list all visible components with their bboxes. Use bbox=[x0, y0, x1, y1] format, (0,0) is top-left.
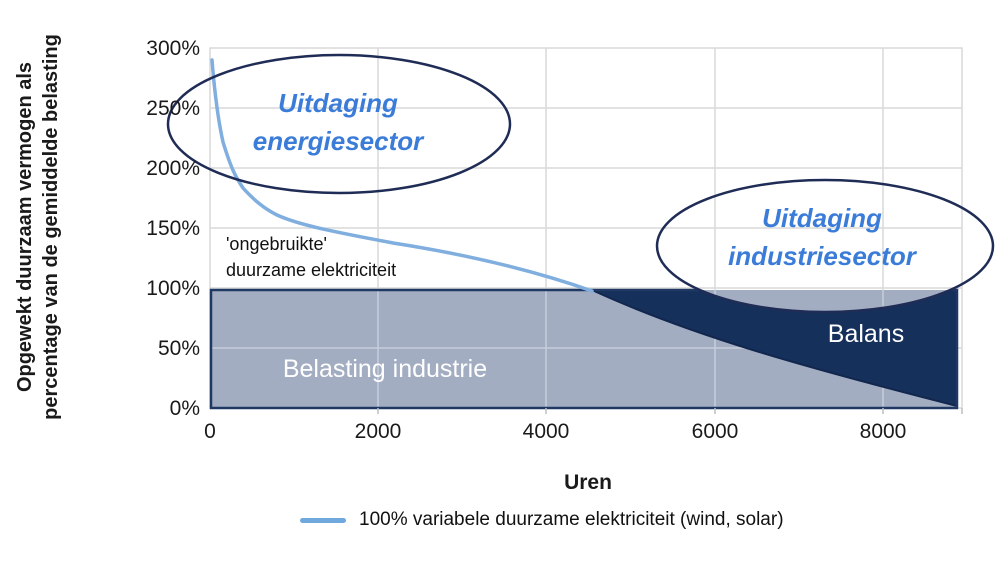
y-tick-300: 300% bbox=[146, 37, 200, 60]
x-axis-title: Uren bbox=[564, 471, 612, 494]
x-tick-6000: 6000 bbox=[691, 420, 739, 443]
y-tick-150: 150% bbox=[146, 217, 200, 240]
y-tick-50: 50% bbox=[157, 337, 200, 360]
balance-area-label: Balans bbox=[827, 320, 905, 348]
unused-electricity-note-line1: 'ongebruikte' bbox=[226, 234, 327, 254]
energy-challenge-ellipse bbox=[166, 53, 512, 195]
renewables-curve bbox=[210, 58, 594, 293]
y-axis-title-line1: Opgewekt duurzaam vermogen als bbox=[14, 61, 36, 393]
x-tick-0: 0 bbox=[204, 420, 216, 443]
x-tick-8000: 8000 bbox=[859, 420, 907, 443]
challenge-energy-label: Uitdaging energiesector bbox=[252, 88, 424, 156]
unused-electricity-note-line2: duurzame elektriciteit bbox=[226, 260, 397, 280]
axis-tick-marks bbox=[377, 408, 963, 414]
industry-challenge-ellipse bbox=[655, 178, 995, 314]
x-tick-4000: 4000 bbox=[522, 420, 570, 443]
y-axis-title: Opgewekt duurzaam vermogen als percentag… bbox=[12, 34, 64, 420]
x-tick-2000: 2000 bbox=[354, 420, 402, 443]
unused-electricity-note: 'ongebruikte' duurzame elektriciteit bbox=[226, 231, 396, 283]
y-tick-250: 250% bbox=[146, 97, 200, 120]
y-tick-100: 100% bbox=[146, 277, 200, 300]
y-tick-200: 200% bbox=[146, 157, 200, 180]
balance-area bbox=[591, 289, 958, 407]
y-tick-0: 0% bbox=[169, 397, 200, 420]
load-area-label: Belasting industrie bbox=[282, 355, 488, 383]
legend-label: 100% variabele duurzame elektriciteit (w… bbox=[359, 509, 784, 530]
legend-line-icon bbox=[300, 518, 346, 523]
y-axis-title-line2: percentage van de gemiddelde belasting bbox=[40, 34, 62, 420]
challenge-industry-label: Uitdaging industriesector bbox=[728, 203, 916, 271]
